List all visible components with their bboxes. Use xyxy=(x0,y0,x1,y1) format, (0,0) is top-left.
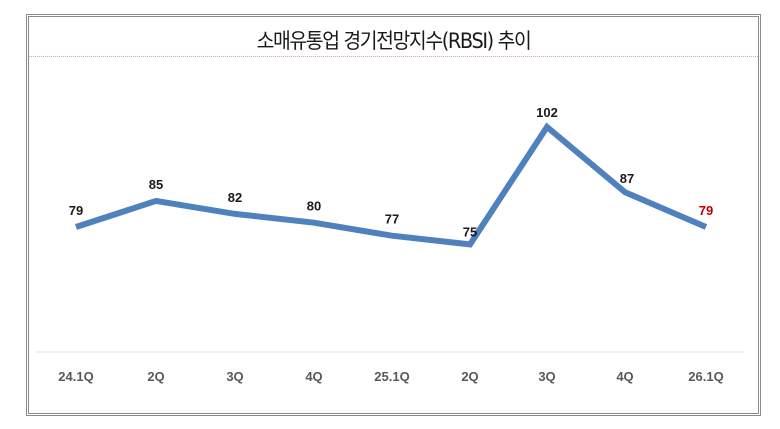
data-label: 102 xyxy=(536,105,558,120)
data-label: 80 xyxy=(307,199,321,214)
data-label: 82 xyxy=(228,190,242,205)
data-label: 85 xyxy=(149,177,163,192)
x-axis-label: 26.1Q xyxy=(688,369,723,384)
chart-frame: 소매유통업 경기전망지수(RBSI) 추이 xyxy=(26,14,761,416)
data-label: 87 xyxy=(620,171,634,186)
x-axis-labels: 24.1Q 2Q 3Q 4Q 25.1Q 2Q 3Q 4Q 26.1Q xyxy=(58,369,723,384)
data-labels: 79 85 82 80 77 75 102 87 79 xyxy=(69,105,713,239)
x-axis-label: 24.1Q xyxy=(58,369,93,384)
x-axis-label: 2Q xyxy=(461,369,478,384)
x-axis-label: 2Q xyxy=(147,369,164,384)
data-label: 75 xyxy=(463,224,477,239)
x-axis-label: 3Q xyxy=(226,369,243,384)
data-label: 79 xyxy=(69,203,83,218)
data-label: 77 xyxy=(385,212,399,227)
title-divider xyxy=(29,56,758,57)
rbsi-line xyxy=(75,122,708,248)
x-axis-label: 25.1Q xyxy=(374,369,409,384)
x-axis-label: 3Q xyxy=(538,369,555,384)
data-label: 79 xyxy=(699,203,713,218)
x-axis-label: 4Q xyxy=(616,369,633,384)
chart-title: 소매유통업 경기전망지수(RBSI) 추이 xyxy=(256,29,532,53)
x-axis-label: 4Q xyxy=(305,369,322,384)
